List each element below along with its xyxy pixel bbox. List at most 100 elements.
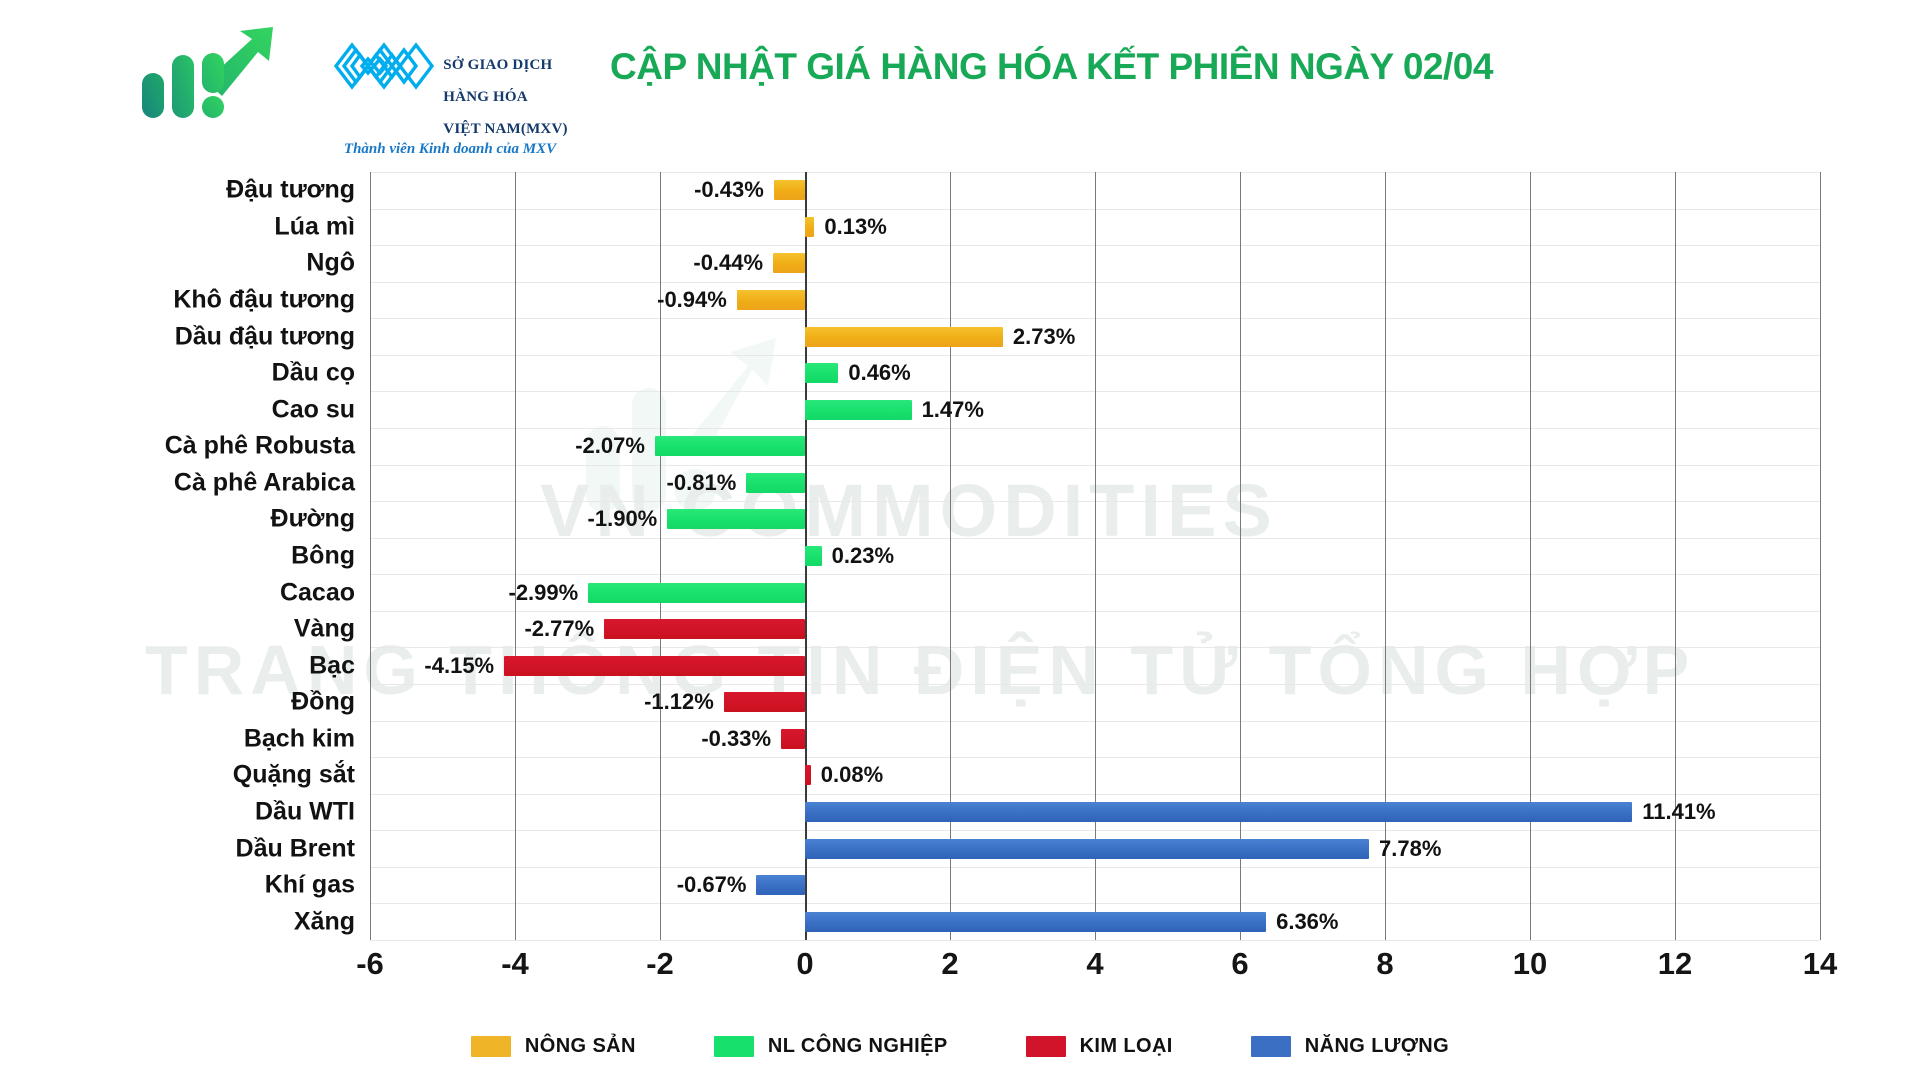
chart-bar: [805, 765, 811, 786]
legend-label: NĂNG LƯỢNG: [1304, 1035, 1450, 1057]
x-axis: -6 -4 -2 0 2 4 6 8 10 12 14: [356, 946, 1837, 994]
chart-bar: [604, 619, 805, 640]
chart-bar: [805, 216, 815, 237]
x-axis-tick-label: -2: [646, 946, 674, 981]
y-axis-tick-label: Dầu đậu tương: [174, 322, 355, 351]
y-axis-tick-label: Ngô: [306, 248, 355, 277]
chart-gridline-horizontal: [370, 940, 1820, 941]
chart-bar: [805, 802, 1633, 822]
chart-gridline-vertical: [1675, 172, 1676, 940]
chart-bar: [736, 290, 805, 310]
y-axis-tick-label: Bông: [291, 541, 355, 570]
y-axis-tick-label: Quặng sắt: [232, 760, 355, 789]
chart-bar: [805, 838, 1370, 859]
chart-bar: [723, 692, 805, 713]
x-axis-tick-label: 2: [941, 946, 959, 981]
legend-item[interactable]: KIM LOẠI: [1025, 1035, 1173, 1058]
chart-value-label: -0.43%: [694, 177, 764, 203]
y-axis-tick-label: Vàng: [293, 614, 355, 643]
y-axis-tick-label: Khô đậu tương: [173, 285, 355, 314]
y-axis-tick-label: Đồng: [291, 687, 355, 716]
chart-gridline-vertical: [1530, 172, 1531, 940]
chart-value-label: -1.12%: [644, 689, 714, 715]
legend-swatch-energy: [1250, 1036, 1291, 1057]
chart-value-label: -0.44%: [693, 250, 764, 276]
y-axis-tick-label: Cà phê Robusta: [164, 431, 355, 460]
y-axis-tick-label: Dầu WTI: [255, 797, 355, 826]
mxv-mark-icon: [334, 42, 435, 90]
legend-label: NÔNG SẢN: [524, 1035, 636, 1057]
chart-gridline-vertical: [515, 172, 516, 940]
chart-gridline-vertical: [370, 172, 371, 940]
legend-item[interactable]: NL CÔNG NGHIỆP: [713, 1035, 948, 1058]
chart-gridline-vertical: [1385, 172, 1386, 940]
legend-item[interactable]: NĂNG LƯỢNG: [1250, 1035, 1450, 1058]
y-axis-tick-label: Đậu tương: [226, 175, 355, 204]
chart-bar: [746, 472, 805, 493]
x-axis-tick-label: -6: [356, 946, 384, 981]
page-header: SỞ GIAO DỊCH HÀNG HÓA VIỆT NAM(MXV) Thàn…: [0, 0, 1920, 157]
y-axis-tick-label: Bạch kim: [243, 724, 355, 753]
chart-bar: [781, 728, 805, 749]
y-axis-tick-label: Khí gas: [264, 870, 355, 899]
chart-value-label: 0.08%: [820, 762, 884, 788]
chart-bar: [654, 436, 805, 457]
chart-value-label: -1.90%: [587, 506, 658, 532]
chart-bar: [805, 326, 1003, 347]
chart-bar: [805, 399, 912, 420]
y-axis-tick-label: Dầu Brent: [235, 834, 355, 863]
chart-value-label: -0.94%: [657, 287, 727, 312]
chart-gridline-vertical: [1240, 172, 1241, 940]
chart-value-label: -0.67%: [676, 872, 747, 898]
legend-swatch-metal: [1025, 1036, 1066, 1057]
y-axis-tick-label: Cà phê Arabica: [173, 468, 355, 497]
legend-label: KIM LOẠI: [1079, 1035, 1173, 1057]
y-axis-tick-label: Lúa mì: [274, 212, 355, 241]
mxv-name-line1: SỞ GIAO DỊCH: [443, 57, 553, 73]
chart-bar: [773, 253, 805, 274]
mxv-subtitle: Thành viên Kinh doanh của MXV: [343, 141, 557, 157]
chart-bar: [756, 875, 805, 896]
chart-gridline-vertical: [660, 172, 661, 940]
y-axis-tick-label: Bạc: [309, 651, 355, 680]
chart-value-label: 1.47%: [921, 396, 984, 422]
y-axis-labels: Đậu tương Lúa mì Ngô Khô đậu tương Dầu đậu t…: [60, 172, 355, 940]
chart-value-label: 11.41%: [1642, 799, 1716, 824]
chart-value-label: -0.33%: [701, 725, 772, 751]
chart-value-label: -2.77%: [524, 616, 595, 642]
mxv-name-line3: VIỆT NAM(MXV): [443, 121, 568, 137]
y-axis-tick-label: Dầu cọ: [271, 358, 355, 387]
chart-value-label: 7.78%: [1379, 835, 1442, 861]
x-axis-tick-label: 8: [1376, 946, 1394, 981]
mxv-name: SỞ GIAO DỊCH HÀNG HÓA VIỆT NAM(MXV): [443, 35, 567, 137]
chart-bar: [805, 911, 1267, 932]
legend-swatch-agri: [470, 1036, 511, 1057]
chart-value-label: 0.13%: [824, 213, 887, 239]
legend-label: NL CÔNG NGHIỆP: [767, 1035, 948, 1057]
chart-plot-area: -0.43% 0.13% -0.44% -0.94% 2.73% 0.46% 1.47% -2…: [370, 172, 1821, 941]
x-axis-tick-label: -4: [501, 946, 529, 981]
x-axis-tick-label: 10: [1512, 946, 1548, 981]
chart-gridline-vertical: [1820, 172, 1821, 940]
chart-value-label: 0.23%: [831, 543, 895, 568]
legend-item[interactable]: NÔNG SẢN: [470, 1035, 636, 1058]
x-axis-tick-label: 12: [1657, 946, 1693, 981]
mxv-logo: SỞ GIAO DỊCH HÀNG HÓA VIỆT NAM(MXV) Thàn…: [330, 35, 570, 157]
y-axis-tick-label: Đường: [270, 504, 355, 533]
y-axis-tick-label: Cacao: [279, 578, 355, 607]
chart-value-label: -2.07%: [575, 433, 645, 459]
chart-bar: [667, 509, 805, 530]
y-axis-tick-label: Cao su: [271, 395, 355, 424]
chart-legend: NÔNG SẢN NL CÔNG NGHIỆP KIM LOẠI NĂNG LƯỢNG: [0, 1035, 1920, 1058]
chart-bar: [805, 546, 822, 566]
chart-value-label: 0.46%: [848, 360, 911, 386]
legend-swatch-indus: [713, 1036, 754, 1057]
chart-value-label: 6.36%: [1276, 908, 1339, 934]
chart-bar: [504, 655, 805, 676]
vn-commodities-logo-icon: [142, 27, 273, 118]
chart-value-label: 2.73%: [1012, 323, 1076, 349]
x-axis-tick-label: 0: [796, 946, 814, 981]
chart-gridline-vertical: [950, 172, 951, 940]
x-axis-tick-label: 14: [1802, 946, 1838, 981]
chart-bar: [773, 180, 805, 201]
